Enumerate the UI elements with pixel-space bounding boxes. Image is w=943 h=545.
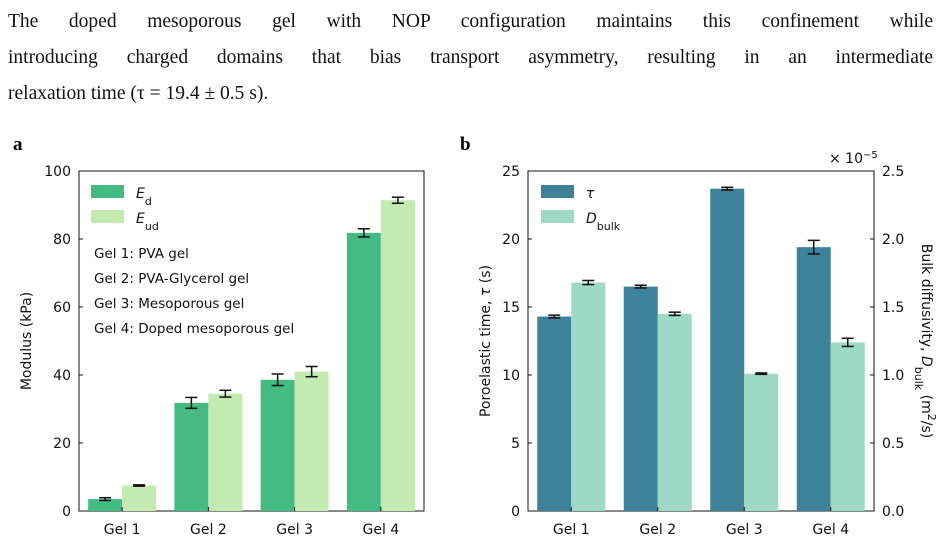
paragraph-line-2: introducing charged domains that bias tr… xyxy=(8,47,933,68)
chart-a-xtick-label-3: Gel 3 xyxy=(276,522,313,538)
chart-a-xtick-label-4: Gel 4 xyxy=(363,522,400,538)
chart-a-ytick-label-40: 40 xyxy=(53,368,71,384)
chart-b-errorbar-dbulk-4 xyxy=(841,337,854,348)
chart-b-right-axis-multiplier: × 10−5 xyxy=(829,150,878,168)
chart-b-bar-dbulk-2 xyxy=(657,313,692,511)
chart-b-ytick-right-label-1.5: 1.5 xyxy=(882,300,904,316)
chart-a-bar-ed-3 xyxy=(260,379,295,511)
chart-a-xtick-label-2: Gel 2 xyxy=(190,522,227,538)
chart-b-bar-dbulk-4 xyxy=(830,342,865,511)
chart-a-errorbar-ed-2 xyxy=(185,396,198,410)
chart-b-bar-tau-4 xyxy=(796,247,831,511)
chart-a-errorbar-ed-1 xyxy=(99,496,112,502)
chart-b-ylabel-left: Poroelastic time, τ (s) xyxy=(478,265,494,417)
chart-b-ytick-left-label-10: 10 xyxy=(502,368,520,384)
chart-a-ytick-label-80: 80 xyxy=(53,232,71,248)
chart-b-bar-tau-2 xyxy=(623,286,658,511)
chart-a-legend-label-2: Eud xyxy=(136,211,159,233)
chart-a-legend-swatch-1 xyxy=(91,185,124,198)
chart-b-ytick-left-label-0: 0 xyxy=(511,504,520,520)
chart-b-ytick-right-label-0.0: 0.0 xyxy=(882,504,904,520)
chart-b-frame xyxy=(527,170,875,512)
chart-a-legend-swatch-2 xyxy=(91,210,124,223)
chart-a-ytick-label-60: 60 xyxy=(53,300,71,316)
chart-a-errorbar-eud-4 xyxy=(391,196,404,205)
chart-b-ytick-right-label-2.5: 2.5 xyxy=(882,164,904,180)
chart-b-bar-dbulk-3 xyxy=(744,373,779,511)
chart-a-bar-eud-2 xyxy=(208,393,243,511)
chart-b-ytick-left-label-5: 5 xyxy=(511,436,520,452)
chart-b-errorbar-tau-4 xyxy=(807,239,820,255)
chart-a-ytick-label-100: 100 xyxy=(44,164,71,180)
chart-b-legend-swatch-2 xyxy=(541,210,574,223)
chart-b-ylabel-right: Bulk diffusivity, Dbulk (m2/s) xyxy=(913,244,939,438)
chart-a-bar-eud-1 xyxy=(122,485,157,511)
chart-a-xtick-label-1: Gel 1 xyxy=(104,522,141,538)
chart-a-errorbar-eud-1 xyxy=(133,484,146,487)
chart-b-ytick-left-label-15: 15 xyxy=(502,300,520,316)
chart-b-errorbar-tau-3 xyxy=(721,186,734,191)
chart-b-xtick-label-3: Gel 3 xyxy=(726,522,763,538)
panel-label-b: b xyxy=(460,134,471,155)
chart-b-ytick-right-label-2.0: 2.0 xyxy=(882,232,904,248)
chart-b-ytick-right-label-1.0: 1.0 xyxy=(882,368,904,384)
chart-a-errorbar-eud-3 xyxy=(305,365,318,378)
chart-a-frame xyxy=(78,170,425,512)
chart-a-bar-ed-1 xyxy=(88,499,123,511)
chart-a-annotation-4: Gel 4: Doped mesoporous gel xyxy=(94,321,294,337)
chart-b-legend-label-2: Dbulk xyxy=(586,211,621,233)
paragraph-line-1: The doped mesoporous gel with NOP config… xyxy=(8,11,933,32)
panel-label-a: a xyxy=(13,134,23,155)
chart-a-errorbar-ed-3 xyxy=(271,373,284,387)
chart-a-bar-eud-3 xyxy=(294,371,329,511)
chart-b-xtick-label-2: Gel 2 xyxy=(639,522,676,538)
chart-b-bar-dbulk-1 xyxy=(571,282,606,511)
chart-b-errorbar-dbulk-1 xyxy=(582,279,595,286)
chart-b-ytick-left-label-20: 20 xyxy=(502,232,520,248)
chart-a-annotation-3: Gel 3: Mesoporous gel xyxy=(94,296,244,312)
chart-b-xtick-label-4: Gel 4 xyxy=(812,522,849,538)
chart-b-errorbar-dbulk-3 xyxy=(755,372,768,376)
chart-b-ytick-right-label-0.5: 0.5 xyxy=(882,436,904,452)
chart-a-bar-ed-2 xyxy=(174,402,209,511)
chart-a-bar-ed-4 xyxy=(346,232,381,511)
paragraph-line-3: relaxation time (τ = 19.4 ± 0.5 s). xyxy=(8,83,269,104)
chart-b-legend-label-1: τ xyxy=(586,186,595,202)
chart-a-annotation-1: Gel 1: PVA gel xyxy=(94,246,189,262)
chart-b-legend-swatch-1 xyxy=(541,185,574,198)
body-paragraph: The doped mesoporous gel with NOP config… xyxy=(8,4,933,112)
chart-b-xtick-label-1: Gel 1 xyxy=(553,522,590,538)
chart-b-bar-tau-1 xyxy=(537,316,572,511)
chart-a-legend-label-1: Ed xyxy=(136,186,152,208)
chart-b-errorbar-tau-2 xyxy=(634,284,647,289)
chart-a-errorbar-ed-4 xyxy=(357,228,370,238)
chart-a-bar-eud-4 xyxy=(380,200,415,512)
chart-a-annotation-2: Gel 2: PVA-Glycerol gel xyxy=(94,271,249,287)
chart-b-errorbar-tau-1 xyxy=(548,314,561,319)
chart-a-errorbar-eud-2 xyxy=(219,389,232,398)
chart-a-ytick-label-0: 0 xyxy=(62,504,71,520)
chart-b-bar-tau-3 xyxy=(710,188,745,511)
chart-a-ylabel: Modulus (kPa) xyxy=(19,292,35,390)
chart-a-ytick-label-20: 20 xyxy=(53,436,71,452)
chart-b-errorbar-dbulk-2 xyxy=(668,311,681,317)
chart-b-ytick-left-label-25: 25 xyxy=(502,164,520,180)
